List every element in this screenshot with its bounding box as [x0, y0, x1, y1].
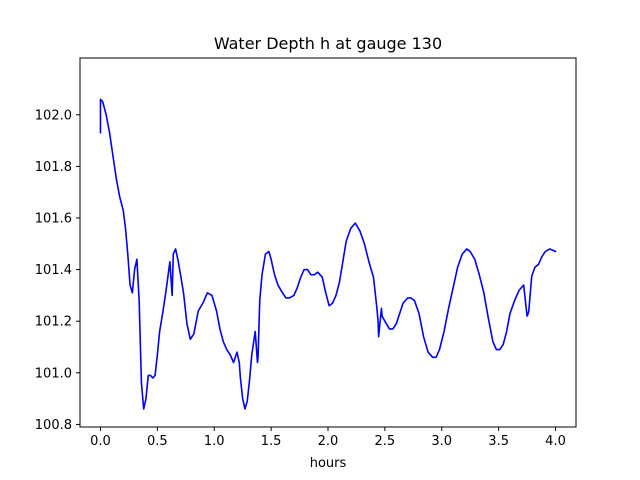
- y-tick-label: 101.6: [35, 211, 72, 226]
- x-tick-label: 3.0: [431, 434, 452, 449]
- x-tick-label: 0.5: [147, 434, 168, 449]
- plot-frame: [79, 57, 577, 428]
- x-tick-label: 3.5: [488, 434, 509, 449]
- series-layer: [99, 98, 557, 410]
- x-tick-label: 2.5: [375, 434, 396, 449]
- x-tick-label: 1.5: [261, 434, 282, 449]
- y-tick-label: 100.8: [35, 418, 72, 433]
- y-tick-label: 102.0: [35, 108, 72, 123]
- x-tick-label: 1.0: [204, 434, 225, 449]
- x-tick-label: 4.0: [545, 434, 566, 449]
- x-tick-label: 0.0: [90, 434, 111, 449]
- y-tick-label: 101.4: [35, 263, 72, 278]
- y-tick-label: 101.0: [35, 366, 72, 381]
- tick-layer: 0.0 0.5 1.0 1.5 2.0 2.5 3.0 3.5 4.0 100.8 101.0 101…: [35, 108, 566, 449]
- series-line-0: [99, 98, 557, 410]
- x-tick-label: 2.0: [318, 434, 339, 449]
- chart-title: Water Depth h at gauge 130: [214, 34, 442, 53]
- y-tick-label: 101.2: [35, 315, 72, 330]
- x-axis-label: hours: [310, 456, 347, 471]
- y-tick-label: 101.8: [35, 160, 72, 175]
